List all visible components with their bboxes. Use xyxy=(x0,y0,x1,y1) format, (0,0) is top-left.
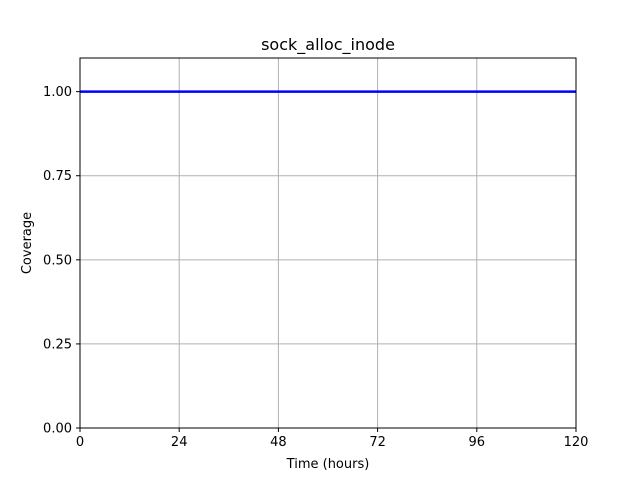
y-tick-label: 0.50 xyxy=(43,253,72,268)
x-tick-label: 48 xyxy=(270,435,287,450)
tick-layer: 0 24 48 72 96 120 0.00 0.25 0.50 0.75 1.00 xyxy=(43,85,588,450)
y-tick-label: 0.75 xyxy=(43,169,72,184)
y-axis-label: Coverage xyxy=(20,212,35,274)
x-tick-label: 72 xyxy=(369,435,386,450)
chart-title: sock_alloc_inode xyxy=(261,35,395,55)
x-tick-label: 0 xyxy=(76,435,84,450)
x-tick-label: 96 xyxy=(469,435,486,450)
y-tick-label: 0.00 xyxy=(43,422,72,437)
y-tick-label: 1.00 xyxy=(43,85,72,100)
x-tick-label: 120 xyxy=(564,435,589,450)
x-axis-label: Time (hours) xyxy=(286,457,370,472)
y-tick-label: 0.25 xyxy=(43,337,72,352)
grid-layer xyxy=(79,58,577,429)
plot-frame xyxy=(79,57,577,429)
x-tick-label: 24 xyxy=(171,435,188,450)
